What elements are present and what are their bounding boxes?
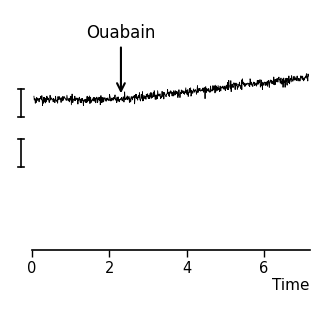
X-axis label: Time: Time [272,278,310,293]
Text: Ouabain: Ouabain [86,24,156,91]
